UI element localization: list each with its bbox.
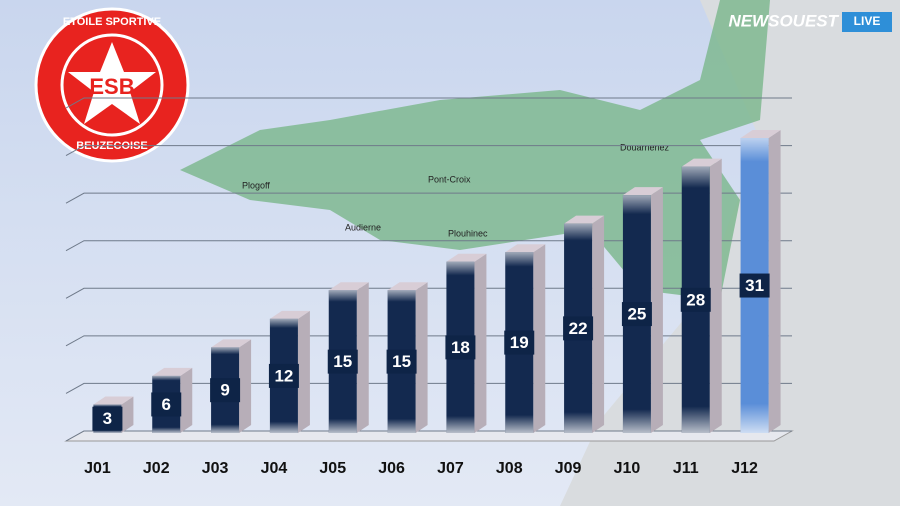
- bar-top: [740, 130, 781, 139]
- value-label-box: [504, 330, 535, 355]
- value-label: 25: [627, 305, 646, 324]
- value-label: 22: [569, 319, 588, 338]
- bar-side: [592, 215, 605, 433]
- x-tick-label: J07: [437, 460, 464, 477]
- x-tick-label: J06: [378, 460, 405, 477]
- map-label: Pont-Croix: [428, 174, 471, 184]
- value-label: 19: [510, 333, 529, 352]
- brand-tag: LIVE: [854, 14, 881, 28]
- bar: 3: [92, 396, 134, 433]
- brand-name: NEWSOUEST: [728, 11, 839, 30]
- bar: 9: [210, 339, 252, 433]
- bar-top: [446, 253, 487, 262]
- bar-top: [387, 282, 428, 291]
- value-label: 18: [451, 338, 470, 357]
- bar-top: [269, 310, 310, 319]
- bar-side: [474, 253, 487, 433]
- bar-top: [328, 282, 369, 291]
- bar-side: [356, 282, 369, 433]
- value-label-box: [268, 363, 299, 388]
- grid-line: [65, 240, 792, 252]
- grid-line: [65, 97, 792, 109]
- grid-line: [65, 430, 792, 442]
- bar-side: [239, 339, 252, 433]
- value-label: 9: [220, 381, 229, 400]
- bar: 15: [327, 282, 369, 433]
- bar-top: [564, 215, 605, 224]
- x-tick-label: J09: [555, 460, 582, 477]
- bar-side: [415, 282, 428, 433]
- bar-side: [533, 244, 546, 433]
- logo-star: [68, 42, 156, 124]
- map-label: Plogoff: [242, 180, 270, 190]
- x-tick-label: J11: [673, 460, 699, 477]
- value-label: 15: [392, 352, 411, 371]
- value-label: 28: [686, 290, 705, 309]
- map-land: [180, 0, 770, 300]
- grid-line: [65, 145, 792, 157]
- x-tick-label: J02: [143, 460, 170, 477]
- value-label: 15: [333, 352, 352, 371]
- grid-line: [65, 382, 792, 394]
- bar: 19: [504, 244, 546, 433]
- grid-line: [65, 335, 792, 347]
- bar-side: [180, 367, 193, 433]
- x-tick-label: J04: [261, 460, 288, 477]
- bar: 31: [739, 130, 781, 434]
- map-label: Douarnenez: [620, 142, 670, 152]
- bar-side: [121, 396, 134, 433]
- x-tick-label: J03: [202, 460, 229, 477]
- value-label-box: [563, 316, 594, 341]
- bar: 18: [445, 253, 487, 433]
- logo-top: ETOILE SPORTIVE: [63, 16, 161, 28]
- bar-side: [768, 130, 781, 434]
- value-label: 12: [274, 366, 293, 385]
- value-label-box: [739, 273, 770, 298]
- value-label-box: [151, 392, 182, 417]
- value-label: 6: [162, 395, 171, 414]
- value-label-box: [386, 349, 417, 374]
- bar-top: [152, 367, 193, 376]
- x-tick-label: J12: [731, 460, 758, 477]
- bar-top: [505, 244, 546, 253]
- bar-side: [297, 310, 310, 433]
- value-label-box: [327, 349, 358, 374]
- bar-side: [650, 187, 663, 433]
- brand-box: [842, 12, 892, 32]
- logo-ring: [60, 33, 164, 137]
- value-label-box: [621, 302, 652, 327]
- logo-center: ESB: [89, 74, 134, 99]
- x-tick-label: J01: [84, 460, 111, 477]
- x-tick-label: J10: [614, 460, 641, 477]
- value-label-box: [210, 378, 241, 403]
- bar: 12: [268, 310, 310, 433]
- x-tick-label: J05: [319, 460, 346, 477]
- bar-top: [681, 158, 722, 167]
- value-label: 31: [745, 276, 764, 295]
- bar-top: [622, 187, 663, 196]
- bar-top: [211, 339, 252, 348]
- bar: 15: [386, 282, 428, 433]
- value-label-box: [92, 406, 123, 431]
- bar-top: [93, 396, 134, 405]
- bar: 22: [563, 215, 605, 433]
- map-label: Audierne: [345, 222, 381, 232]
- bar: 6: [151, 367, 193, 433]
- map-labels: Douarnenez Pont-Croix Audierne Plouhinec…: [242, 142, 670, 238]
- value-label-box: [680, 287, 711, 312]
- grid-line: [65, 287, 792, 299]
- value-label: 3: [103, 409, 112, 428]
- bar: 25: [621, 187, 663, 433]
- brand: NEWSOUEST LIVE: [728, 11, 892, 32]
- x-tick-label: J08: [496, 460, 523, 477]
- bar-side: [709, 158, 722, 433]
- map-label: Plouhinec: [448, 228, 488, 238]
- bar: 28: [680, 158, 722, 433]
- value-label-box: [445, 335, 476, 360]
- logo: ETOILE SPORTIVE ESB BEUZECOISE: [34, 7, 190, 163]
- grid-line: [65, 192, 792, 204]
